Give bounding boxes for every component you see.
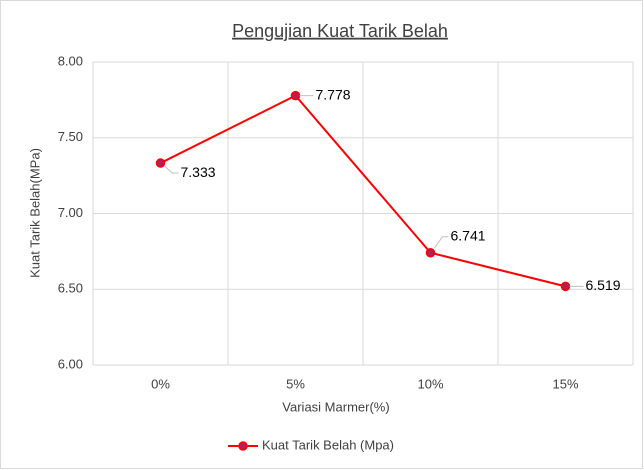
- data-point: [425, 247, 436, 258]
- leader-line: [164, 165, 179, 174]
- y-tick-label: 7.50: [58, 129, 83, 144]
- legend-marker: [238, 441, 248, 451]
- y-axis-title: Kuat Tarik Belah(MPa): [27, 148, 42, 278]
- data-label: 6.741: [451, 227, 486, 243]
- y-tick-label: 7.00: [58, 205, 83, 220]
- x-tick-label: 5%: [286, 376, 305, 391]
- leader-line: [434, 236, 449, 249]
- y-tick-label: 6.00: [58, 356, 83, 371]
- data-point: [155, 158, 166, 168]
- data-label: 7.333: [181, 164, 216, 180]
- y-tick-label: 8.00: [58, 53, 83, 68]
- data-point: [290, 90, 301, 101]
- data-point: [560, 281, 571, 292]
- legend-label: Kuat Tarik Belah (Mpa): [262, 437, 394, 452]
- x-tick-label: 15%: [552, 376, 578, 391]
- x-tick-label: 0%: [151, 376, 170, 391]
- data-label: 7.778: [316, 86, 351, 102]
- series-line: [160, 94, 566, 288]
- data-label: 6.519: [586, 277, 621, 293]
- x-tick-label: 10%: [417, 376, 443, 391]
- chart-title: Pengujian Kuat Tarik Belah: [232, 21, 448, 41]
- x-axis-title: Variasi Marmer(%): [282, 399, 389, 414]
- y-tick-label: 6.50: [58, 281, 83, 296]
